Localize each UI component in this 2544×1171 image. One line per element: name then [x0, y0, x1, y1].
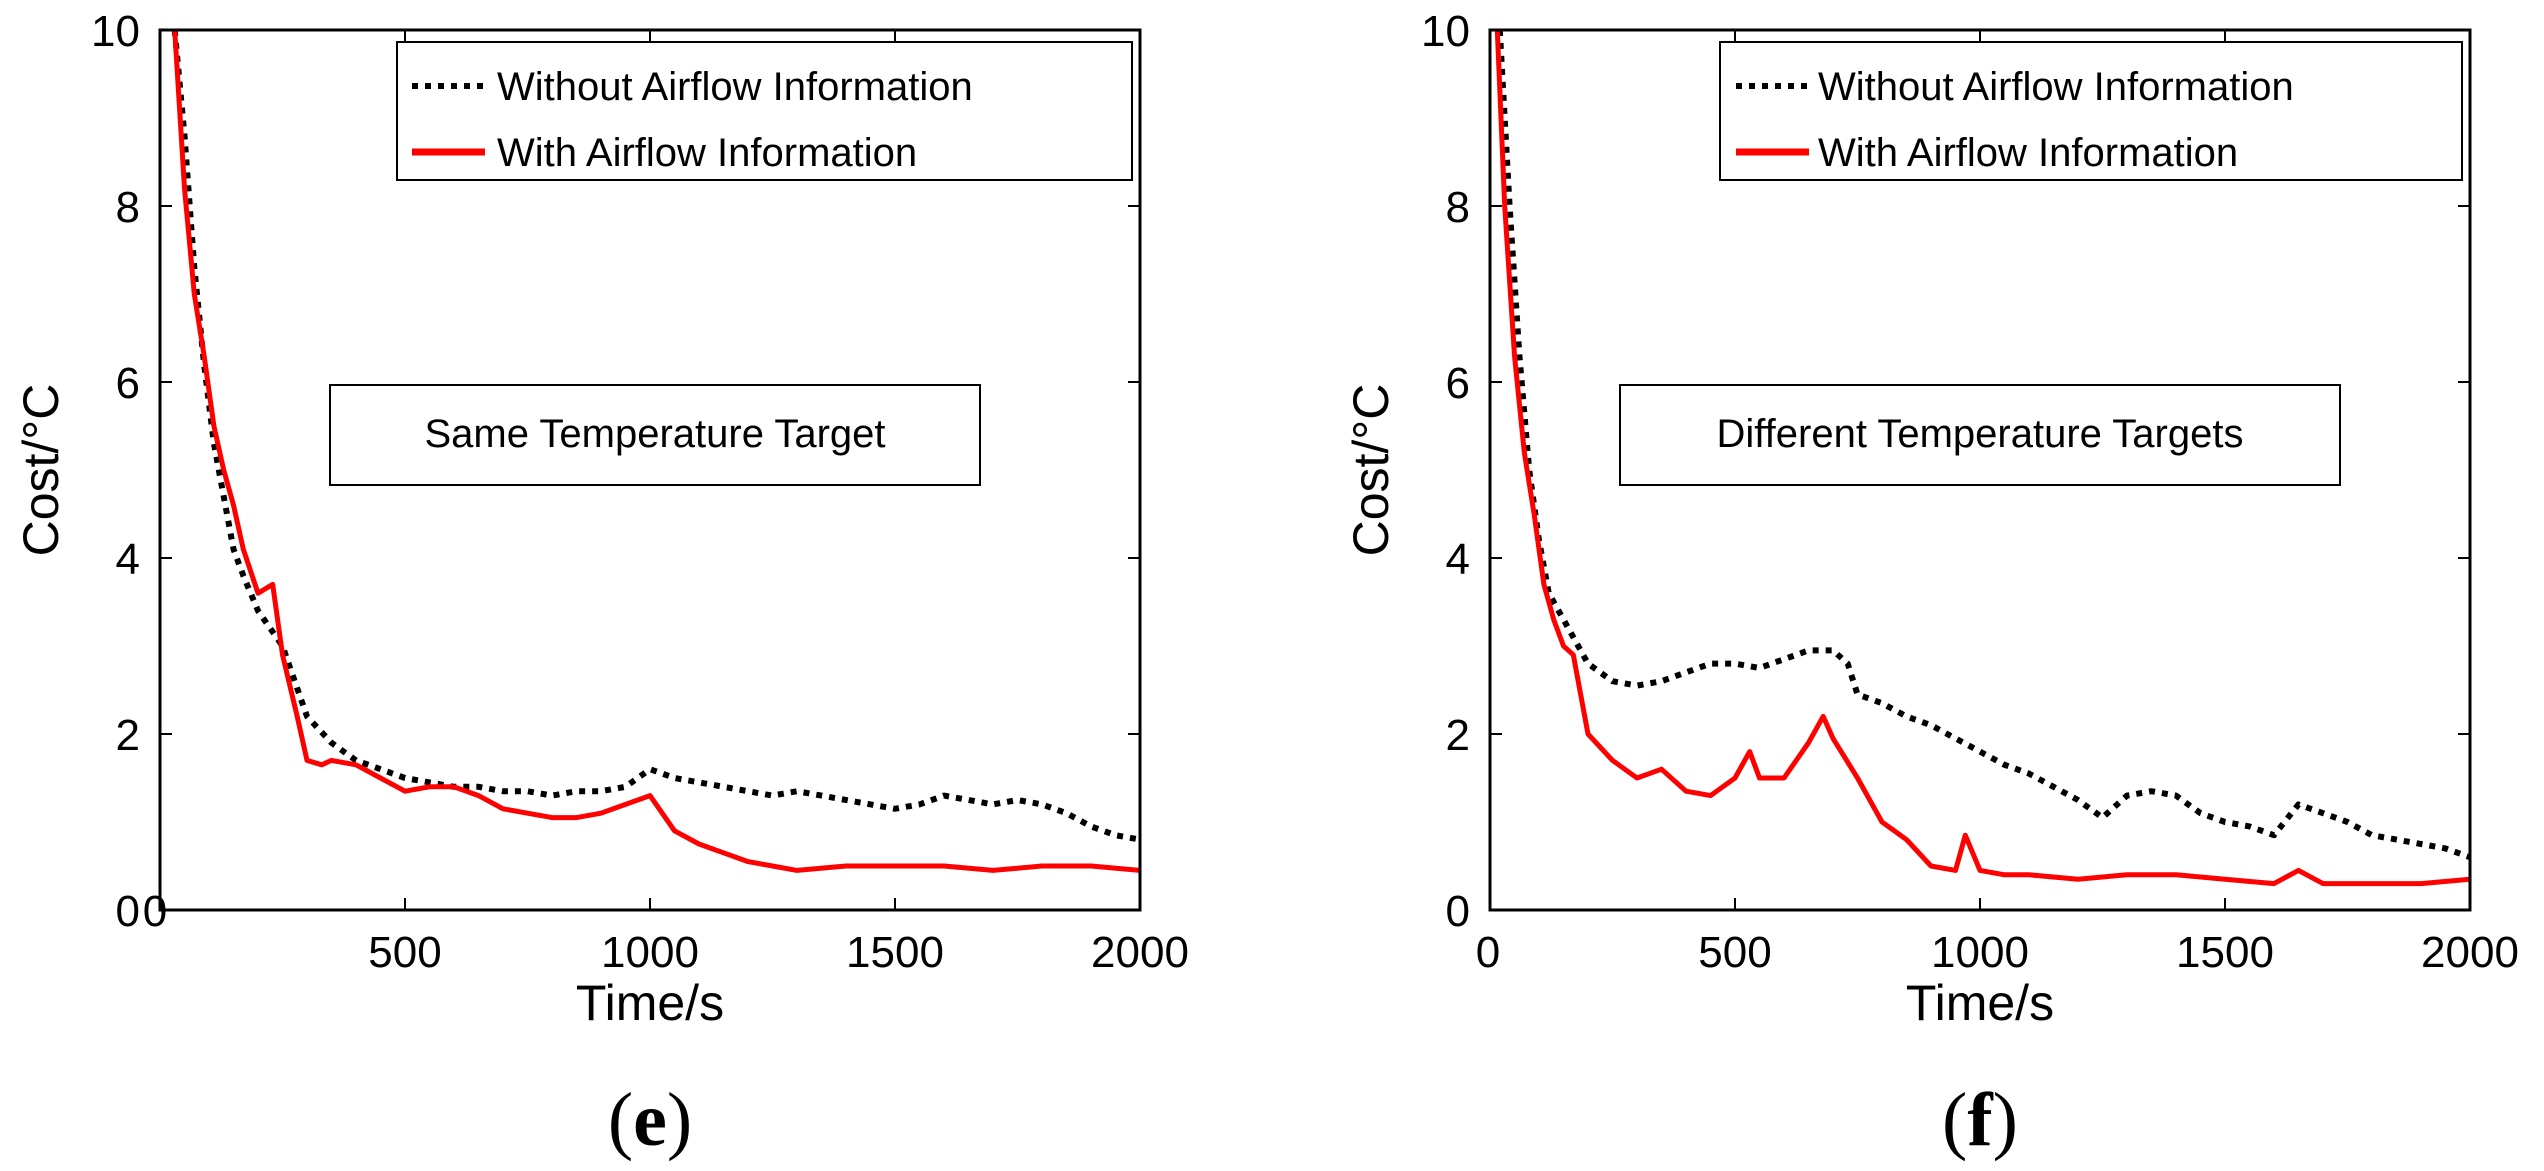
chart-panel-f: 0 500 1000 1500 2000 0 2 4 6 8 10 Time/s… [1343, 7, 2519, 1162]
panel-label-letter: f [1967, 1078, 1994, 1162]
y-axis-label: Cost/°C [13, 384, 69, 557]
x-axis-label: Time/s [1906, 975, 2054, 1031]
annotation-text: Same Temperature Target [425, 412, 886, 456]
x-tick-label: 0 [1476, 928, 1500, 977]
annotation-box [1619, 384, 2341, 486]
y-tick-label: 4 [1446, 535, 1470, 584]
x-tick-label: 0 [143, 887, 167, 936]
x-tick-label: 1000 [1931, 928, 2029, 977]
y-tick-label: 10 [91, 7, 140, 56]
legend-label-without: Without Airflow Information [1818, 65, 2294, 109]
panel-label: (f) [1942, 1078, 2018, 1162]
y-tick-label: 10 [1421, 7, 1470, 56]
series-line-without-airflow [171, 30, 1140, 843]
x-tick-label: 500 [1698, 928, 1771, 977]
chart-panel-e: 0 500 1000 1500 2000 0 2 4 6 8 10 Time/s… [13, 7, 1189, 1162]
legend-box [396, 41, 1133, 181]
series-lines [171, 30, 1140, 873]
legend-label-with: With Airflow Information [497, 131, 917, 175]
y-tick-label: 4 [116, 535, 140, 584]
x-tick-label: 1000 [601, 928, 699, 977]
series-line-with-airflow [1494, 30, 2470, 887]
panel-label: (e) [608, 1078, 692, 1162]
legend: Without Airflow Information With Airflow… [396, 41, 1133, 181]
x-axis-label: Time/s [576, 975, 724, 1031]
y-tick-label: 2 [116, 711, 140, 760]
x-tick-label: 500 [368, 928, 441, 977]
plot-frame [1488, 28, 2472, 912]
y-tick-label: 8 [116, 183, 140, 232]
y-tick-label: 6 [1446, 359, 1470, 408]
annotation-box [329, 384, 981, 486]
y-axis-label: Cost/°C [1343, 384, 1399, 557]
y-tick-label: 6 [116, 359, 140, 408]
y-tick-label: 0 [1446, 887, 1470, 936]
legend-box [1719, 41, 2463, 181]
legend-label-without: Without Airflow Information [497, 65, 973, 109]
y-tick-label: 8 [1446, 183, 1470, 232]
legend: Without Airflow Information With Airflow… [1719, 41, 2463, 181]
x-tick-label: 2000 [2421, 928, 2519, 977]
legend-label-with: With Airflow Information [1818, 131, 2238, 175]
plot-frame [158, 28, 1142, 912]
x-tick-label: 2000 [1091, 928, 1189, 977]
y-tick-label: 0 [116, 887, 140, 936]
series-lines [1494, 30, 2470, 887]
x-tick-label: 1500 [846, 928, 944, 977]
panel-label-letter: e [633, 1078, 667, 1162]
annotation-text: Different Temperature Targets [1717, 412, 2244, 456]
series-line-with-airflow [172, 30, 1140, 873]
x-tick-label: 1500 [2176, 928, 2274, 977]
y-tick-label: 2 [1446, 711, 1470, 760]
